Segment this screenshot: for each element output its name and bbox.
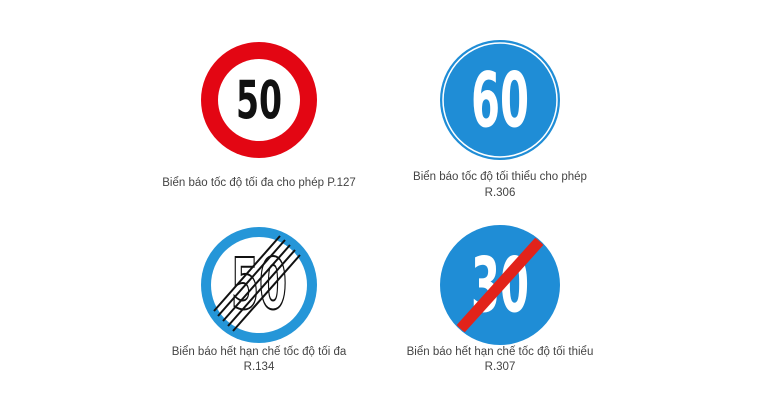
caption: R.307 — [485, 361, 516, 373]
caption: Biển báo hết hạn chế tốc độ tối thiểu — [407, 346, 594, 358]
max-speed-sign: 50 — [201, 42, 317, 158]
sign-face — [218, 59, 300, 141]
caption: Biển báo tốc độ tối đa cho phép P.127 — [162, 177, 356, 189]
sign-number: 50 — [236, 70, 282, 131]
min-speed-sign: 60 — [440, 40, 560, 160]
end-max-speed-sign: 50 — [201, 227, 317, 343]
cancel-band — [450, 231, 550, 339]
end-min-speed-sign: 30 — [440, 225, 560, 345]
sign-face — [211, 237, 307, 333]
caption: Biển báo hết hạn chế tốc độ tối đa — [172, 346, 347, 358]
sign-number: 60 — [471, 57, 529, 145]
caption: Biển báo tốc độ tối thiểu cho phép — [413, 171, 587, 183]
cancel-stripes — [213, 235, 301, 332]
caption: R.306 — [485, 187, 516, 199]
sign-face — [440, 40, 560, 160]
caption: R.134 — [244, 361, 275, 373]
sign-border — [442, 42, 558, 158]
